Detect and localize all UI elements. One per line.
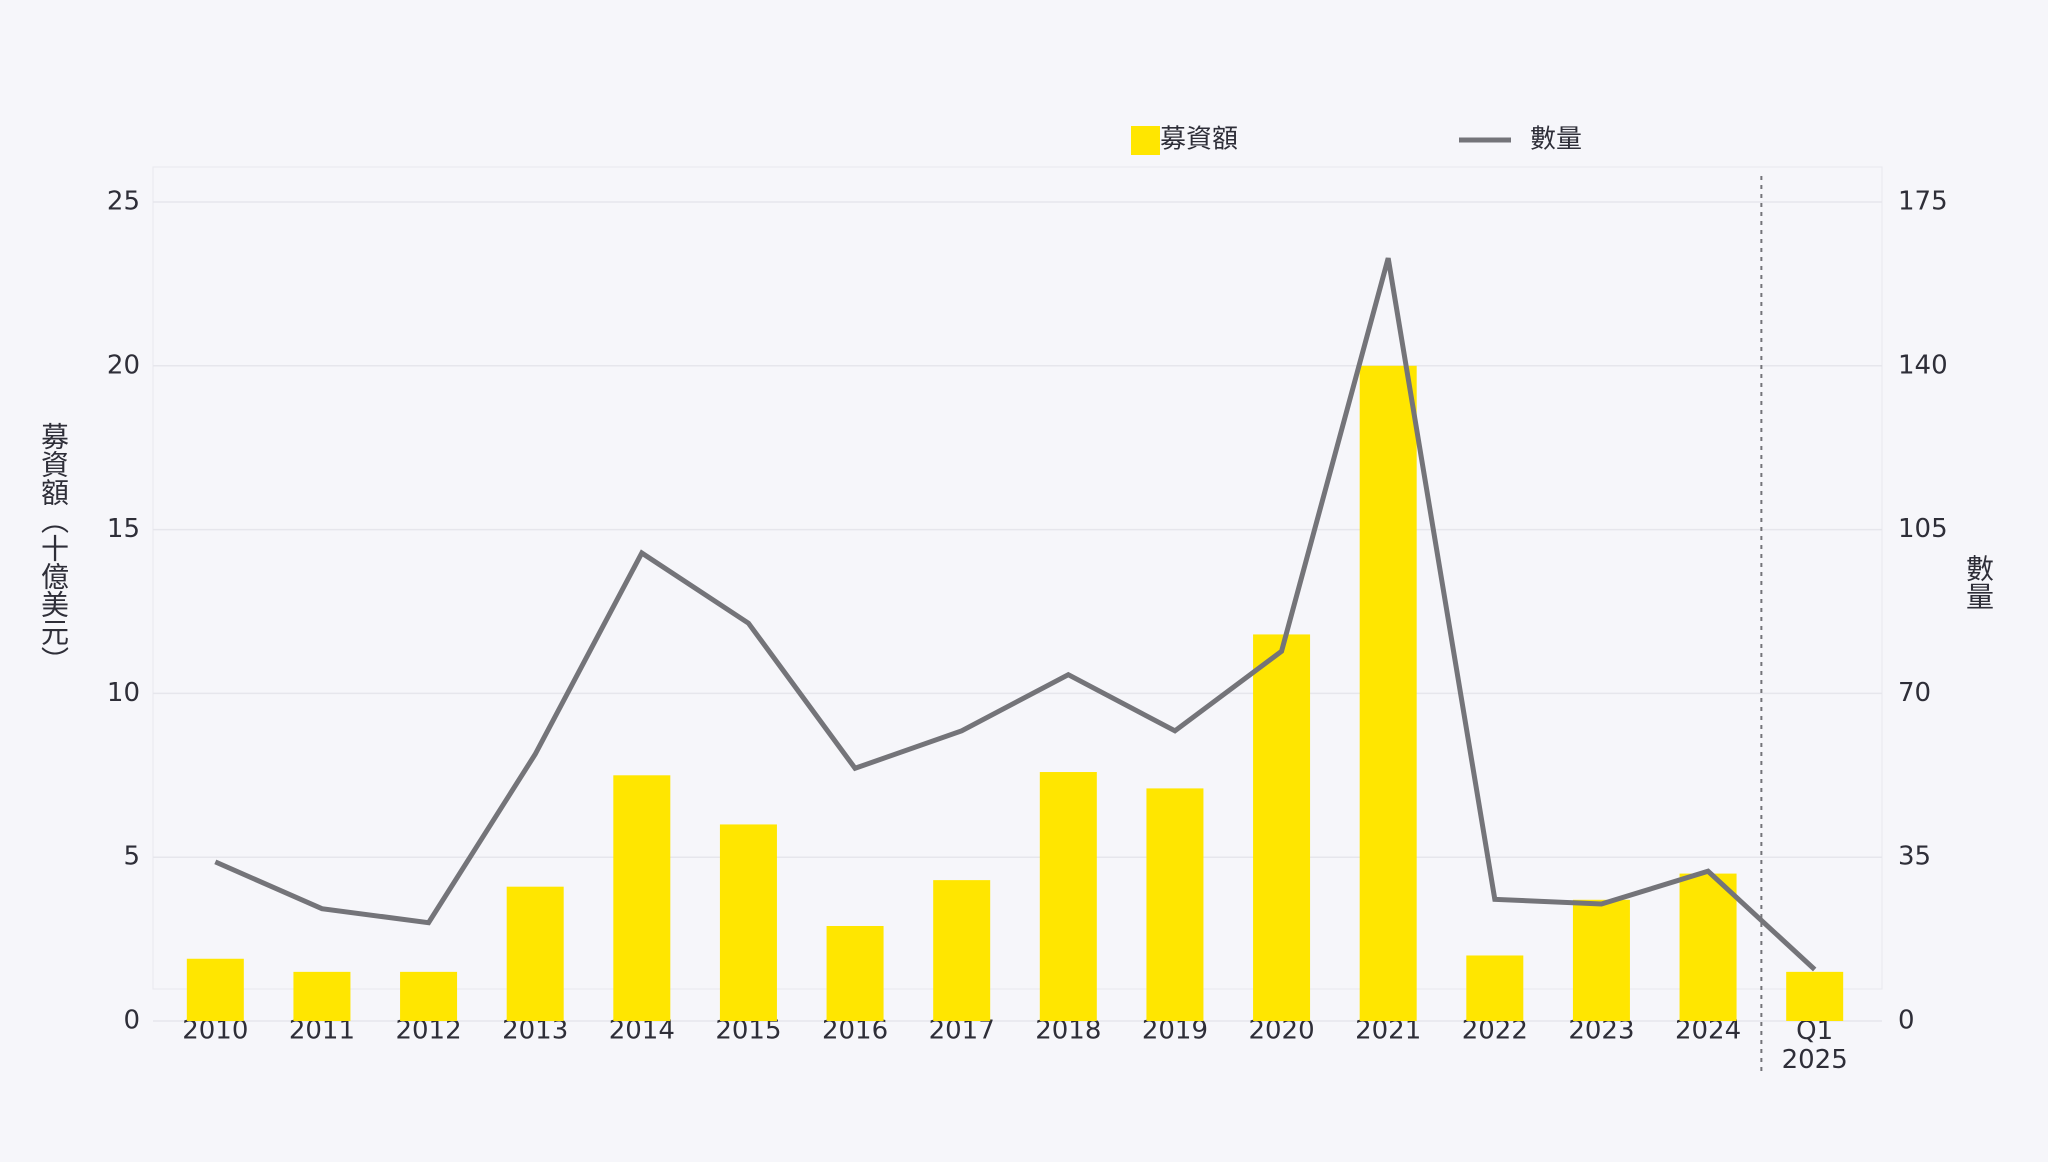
bar [1786, 971, 1844, 1021]
y-tick-label: 15 [107, 514, 140, 544]
y-tick-label: 25 [107, 187, 140, 217]
y2-tick-label: 105 [1898, 514, 1948, 544]
bar [186, 958, 244, 1021]
y2-axis-title: 數量 [1962, 554, 1995, 610]
line [214, 257, 1817, 972]
bar [1039, 772, 1097, 1021]
y-tick-label: 10 [107, 678, 140, 708]
y-tick-label: 0 [123, 1006, 140, 1036]
y2-tick-label: 0 [1898, 1006, 1915, 1036]
legend-label: 數量 [1530, 125, 1582, 155]
bar [1359, 365, 1417, 1021]
bar [506, 886, 564, 1021]
bar [293, 971, 351, 1021]
y2-tick-label: 140 [1898, 350, 1948, 380]
bar [1466, 955, 1524, 1021]
legend-swatch [1131, 126, 1160, 155]
bar [400, 971, 458, 1021]
bar [719, 824, 777, 1021]
y-axis-title: 募資額（十億美元） [37, 422, 70, 674]
bar [933, 880, 991, 1021]
y2-tick-label: 35 [1898, 842, 1931, 872]
legend-label: 募資額 [1160, 125, 1238, 155]
bar [1572, 899, 1630, 1021]
x-tick-label-line: 2025 [1782, 1045, 1848, 1075]
bar [826, 925, 884, 1021]
y2-tick-label: 175 [1898, 187, 1948, 217]
y-tick-label: 5 [123, 842, 140, 872]
y-tick-label: 20 [107, 350, 140, 380]
bar [613, 775, 671, 1021]
bar [1146, 788, 1204, 1021]
bar [1679, 873, 1737, 1021]
y2-tick-label: 70 [1898, 678, 1931, 708]
x-tick-label: Q1 2025 [1782, 1016, 1848, 1075]
bar [1253, 634, 1311, 1021]
plot-area [152, 166, 1883, 990]
